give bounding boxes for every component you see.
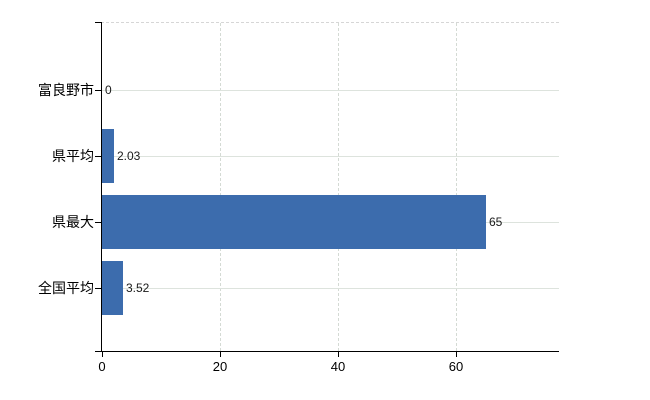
vertical-gridline bbox=[220, 23, 221, 351]
category-label: 全国平均 bbox=[38, 280, 94, 296]
category-label: 富良野市 bbox=[38, 82, 94, 98]
y-axis-tick bbox=[95, 90, 102, 91]
vertical-gridline bbox=[338, 23, 339, 351]
y-axis-tick bbox=[95, 222, 102, 223]
x-axis-tick bbox=[456, 352, 457, 357]
value-label: 0 bbox=[105, 83, 112, 97]
x-axis-tick-label: 60 bbox=[448, 359, 464, 374]
bar bbox=[102, 129, 114, 183]
x-axis-tick-label: 20 bbox=[212, 359, 228, 374]
row-gridline bbox=[102, 90, 559, 91]
x-axis-tick-label: 40 bbox=[330, 359, 346, 374]
value-label: 2.03 bbox=[117, 149, 141, 163]
x-axis-tick bbox=[102, 352, 103, 357]
row-gridline bbox=[102, 156, 559, 157]
value-label: 3.52 bbox=[126, 281, 150, 295]
value-label: 65 bbox=[489, 215, 503, 229]
x-axis-left-extension bbox=[95, 351, 102, 352]
bar bbox=[102, 195, 486, 249]
x-axis-tick bbox=[338, 352, 339, 357]
vertical-gridline bbox=[456, 23, 457, 351]
x-axis-tick bbox=[220, 352, 221, 357]
category-label: 県最大 bbox=[52, 214, 94, 230]
bar bbox=[102, 261, 123, 315]
category-label: 県平均 bbox=[52, 148, 94, 164]
y-axis-tick bbox=[95, 156, 102, 157]
row-gridline bbox=[102, 288, 559, 289]
y-axis-tick bbox=[95, 288, 102, 289]
plot-area: 0 20 40 60 富良野市 0 県平均 2.03 県最大 65 全国平均 3.52 bbox=[38, 22, 559, 374]
x-axis-tick-label: 0 bbox=[98, 359, 106, 374]
y-axis-tick bbox=[95, 22, 102, 23]
